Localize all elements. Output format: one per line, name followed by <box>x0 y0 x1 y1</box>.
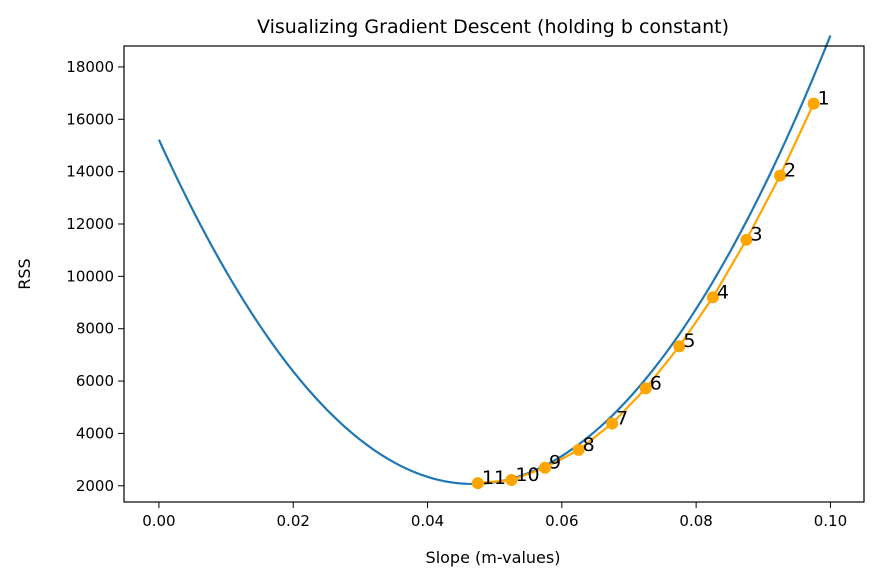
x-tick-label: 0.08 <box>679 512 712 530</box>
descent-path <box>477 103 815 485</box>
y-tick-label: 10000 <box>66 267 114 285</box>
descent-point <box>673 340 686 353</box>
descent-point <box>539 461 552 474</box>
x-tick-label: 0.02 <box>277 512 310 530</box>
descent-point <box>774 169 787 182</box>
step-label: 8 <box>583 434 595 456</box>
descent-point <box>706 291 719 304</box>
plot-frame <box>123 45 865 503</box>
y-tick-label: 2000 <box>76 477 114 495</box>
x-tick-label: 0.06 <box>545 512 578 530</box>
y-axis-title: RSS <box>15 258 34 289</box>
step-label: 6 <box>650 372 662 394</box>
y-tick-label: 18000 <box>66 58 114 76</box>
y-tick-label: 4000 <box>76 424 114 442</box>
x-axis-title: Slope (m-values) <box>426 548 561 567</box>
descent-point <box>572 443 585 456</box>
x-tick-label: 0.04 <box>411 512 444 530</box>
step-label: 3 <box>750 224 762 246</box>
y-tick-label: 12000 <box>66 215 114 233</box>
step-label: 5 <box>683 330 695 352</box>
step-label: 9 <box>549 452 561 474</box>
step-label: 4 <box>717 281 729 303</box>
x-tick-label: 0.00 <box>142 512 175 530</box>
y-tick-label: 16000 <box>66 110 114 128</box>
step-label: 2 <box>784 160 796 182</box>
step-label: 1 <box>818 88 830 110</box>
y-tick-label: 8000 <box>76 320 114 338</box>
x-axis: 0.00 0.02 0.04 0.06 0.08 0.10 <box>142 502 847 530</box>
y-tick-label: 6000 <box>76 372 114 390</box>
step-label: 11 <box>482 467 506 489</box>
x-tick-label: 0.10 <box>814 512 847 530</box>
y-tick-label: 14000 <box>66 163 114 181</box>
descent-point <box>807 97 820 110</box>
descent-point <box>606 417 619 430</box>
step-label: 7 <box>616 407 628 429</box>
descent-point <box>505 474 518 487</box>
y-axis: 2000 4000 6000 8000 10000 12000 14000 16000 1800… <box>66 58 124 495</box>
chart-title: Visualizing Gradient Descent (holding b … <box>257 16 729 38</box>
descent-point <box>740 233 753 246</box>
descent-point <box>639 382 652 395</box>
step-label: 10 <box>515 464 539 486</box>
descent-point <box>471 477 484 490</box>
rss-curve <box>157 35 832 486</box>
